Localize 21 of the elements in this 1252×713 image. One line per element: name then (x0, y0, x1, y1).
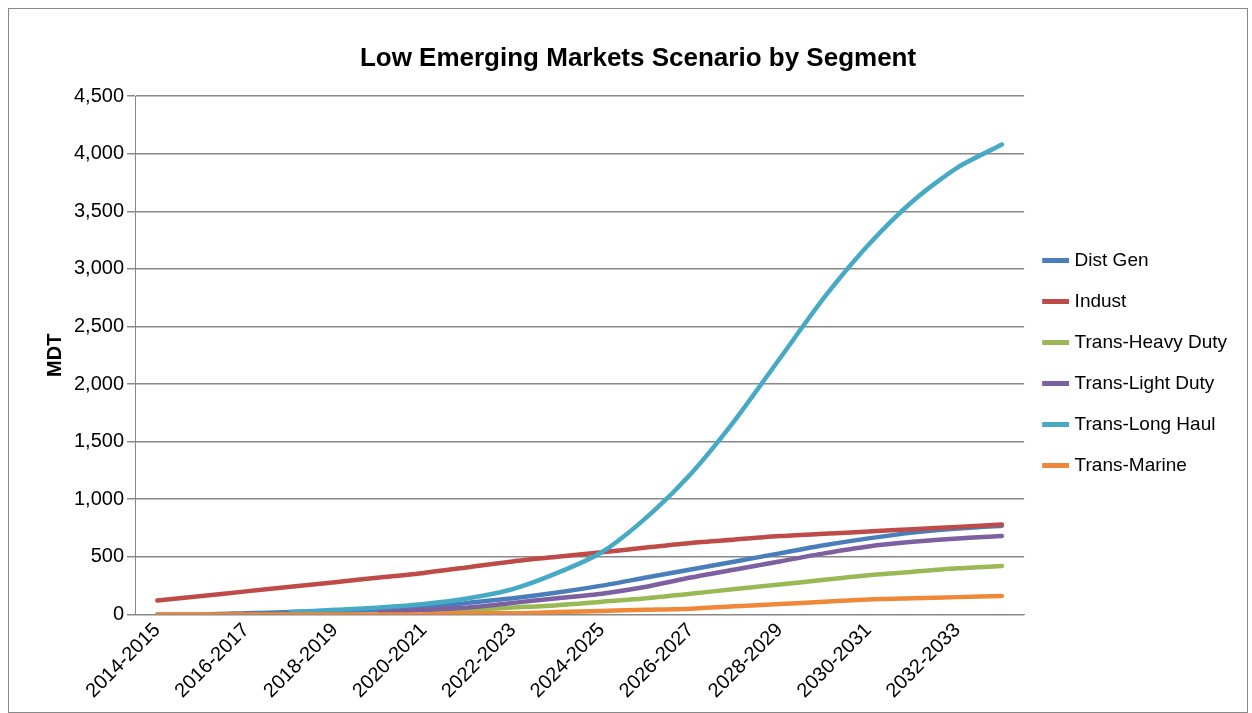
legend-label: Trans-Heavy Duty (1074, 330, 1228, 352)
y-tick-label: 4,000 (73, 141, 125, 164)
y-tick-label: 0 (112, 601, 125, 624)
y-tick-label: 2,000 (73, 371, 125, 394)
chart-title: Low Emerging Markets Scenario by Segment (359, 41, 917, 72)
y-tick-label: 500 (90, 544, 125, 567)
y-tick-label: 1,000 (73, 486, 125, 509)
y-tick-label: 2,500 (73, 314, 125, 337)
y-tick-label: 1,500 (73, 429, 125, 452)
y-tick-label: 4,500 (73, 83, 125, 106)
line-series (377, 533, 1005, 615)
line-series (288, 142, 1005, 615)
y-tick-label: 3,000 (73, 256, 125, 279)
line-series (155, 593, 1005, 615)
legend-label: Indust (1074, 289, 1128, 311)
y-tick-label: 3,500 (73, 198, 125, 221)
legend-label: Trans-Light Duty (1074, 371, 1215, 393)
legend-label: Dist Gen (1074, 248, 1149, 270)
legend-label: Trans-Marine (1074, 453, 1187, 475)
legend-label: Trans-Long Haul (1074, 412, 1216, 434)
y-axis-title: MDT (42, 333, 65, 377)
